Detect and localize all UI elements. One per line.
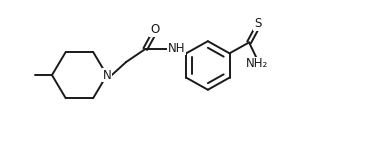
Text: S: S [254, 17, 261, 30]
Text: NH₂: NH₂ [246, 57, 268, 70]
Text: O: O [150, 23, 159, 36]
Text: NH: NH [167, 42, 185, 55]
Text: N: N [102, 69, 111, 82]
